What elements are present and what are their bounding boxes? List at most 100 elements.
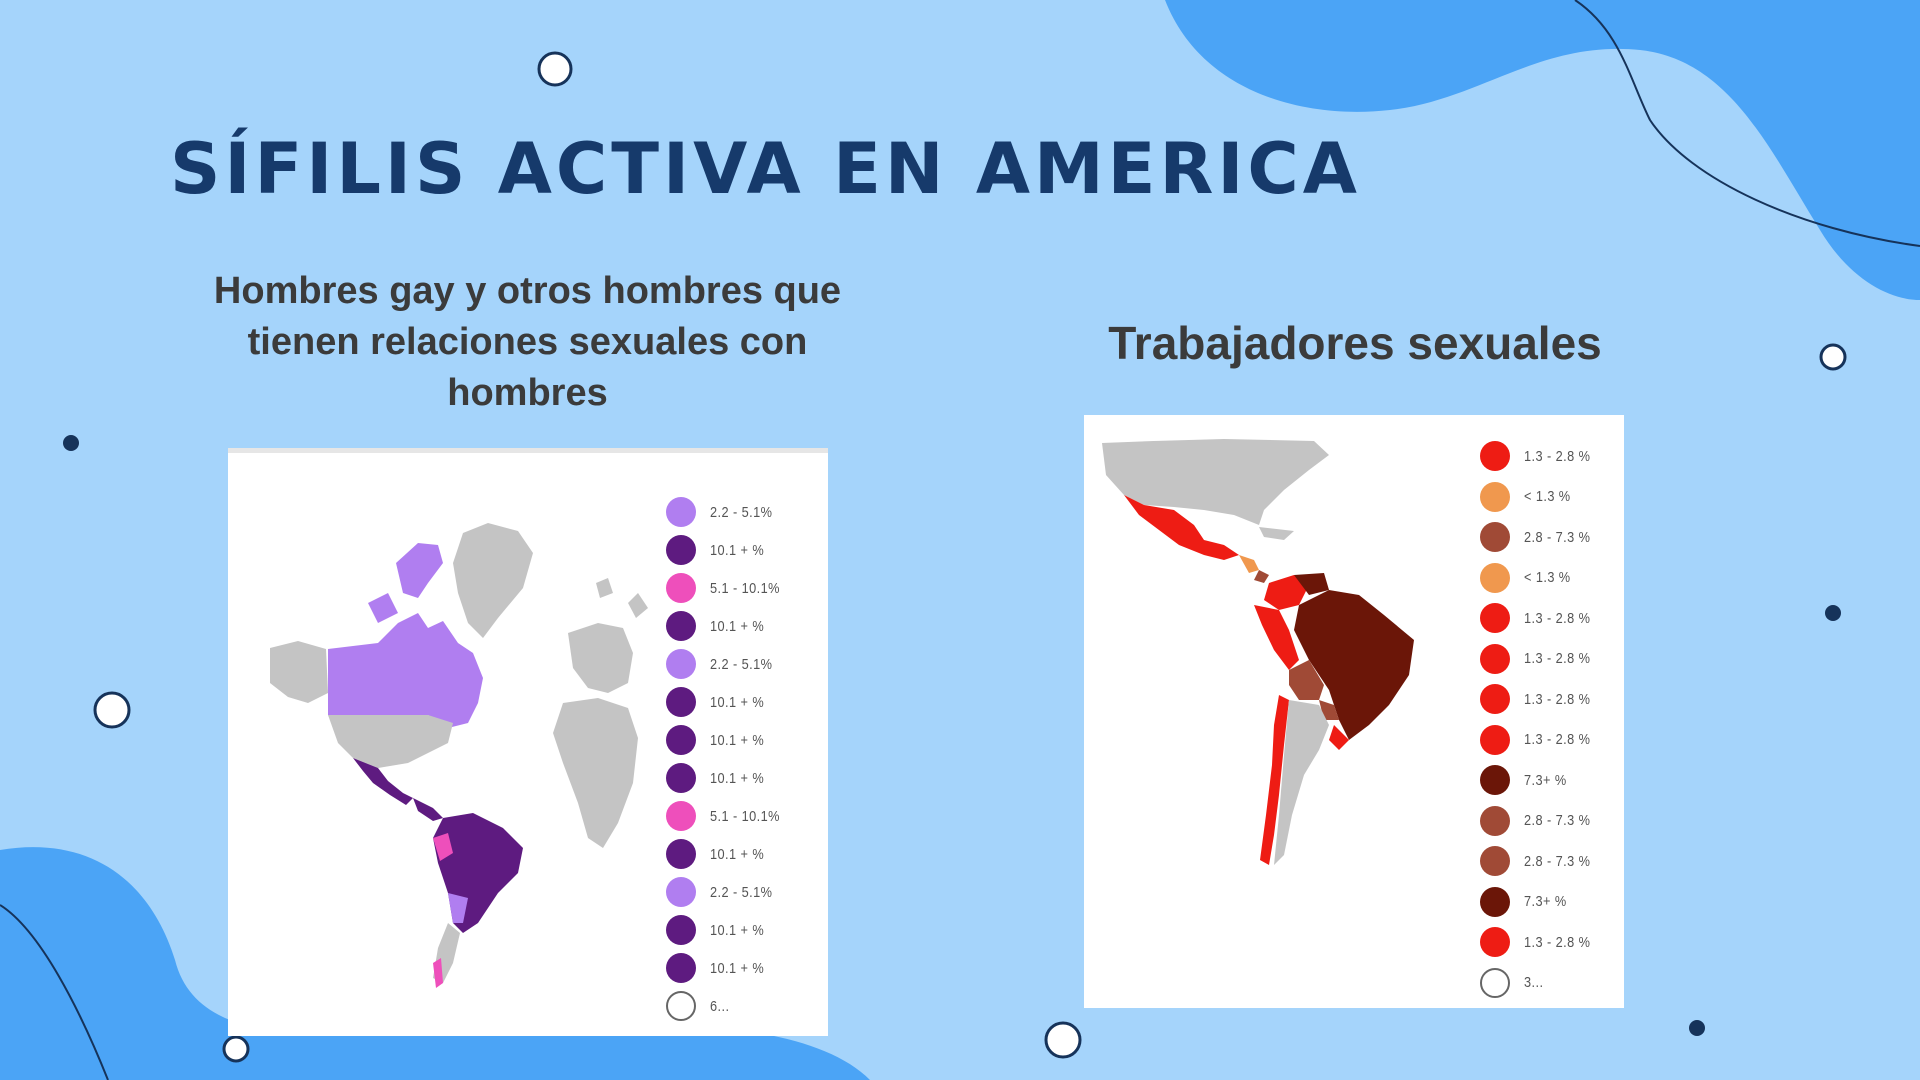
solid-dot bbox=[63, 435, 79, 451]
legend-label: 1.3 - 2.8 % bbox=[1524, 690, 1591, 708]
legend-item: < 1.3 % bbox=[1480, 477, 1602, 518]
legend-item: 7.3+ % bbox=[1480, 760, 1602, 801]
legend-label: 7.3+ % bbox=[1524, 893, 1567, 911]
legend-swatch bbox=[1480, 927, 1510, 958]
legend-swatch bbox=[666, 649, 696, 679]
ring-dot bbox=[537, 51, 573, 87]
right-map-panel: 1.3 - 2.8 % < 1.3 % 2.8 - 7.3 % < 1.3 % 1.3 … bbox=[1084, 415, 1624, 1008]
legend-label: 7.3+ % bbox=[1524, 771, 1567, 789]
left-subtitle: Hombres gay y otros hombres que tienen r… bbox=[213, 270, 842, 414]
legend-swatch bbox=[666, 573, 696, 603]
legend-swatch bbox=[666, 915, 696, 945]
legend-item: 1.3 - 2.8 % bbox=[1480, 922, 1602, 963]
legend-label: 2.8 - 7.3 % bbox=[1524, 852, 1591, 870]
legend-label: 10.1 + % bbox=[710, 769, 765, 787]
ring-dot bbox=[93, 691, 131, 729]
legend-item: 10.1 + % bbox=[666, 949, 792, 987]
legend-swatch bbox=[1480, 805, 1510, 836]
right-subtitle: Trabajadores sexuales bbox=[1108, 317, 1602, 369]
solid-dot bbox=[1825, 605, 1841, 621]
legend-label: 10.1 + % bbox=[710, 959, 765, 977]
legend-label: 1.3 - 2.8 % bbox=[1524, 731, 1591, 749]
legend-label: 6... bbox=[710, 997, 730, 1015]
legend-label: 2.2 - 5.1% bbox=[710, 655, 773, 673]
right-legend: 1.3 - 2.8 % < 1.3 % 2.8 - 7.3 % < 1.3 % 1.3 … bbox=[1480, 436, 1602, 1003]
legend-swatch bbox=[1480, 724, 1510, 755]
legend-item: 10.1 + % bbox=[666, 835, 792, 873]
legend-item: 7.3+ % bbox=[1480, 882, 1602, 923]
legend-label: 5.1 - 10.1% bbox=[710, 579, 780, 597]
legend-label: 10.1 + % bbox=[710, 693, 765, 711]
left-legend: 2.2 - 5.1% 10.1 + % 5.1 - 10.1% 10.1 + % 2.2… bbox=[666, 493, 792, 1025]
legend-item: 10.1 + % bbox=[666, 721, 792, 759]
legend-swatch bbox=[1480, 481, 1510, 512]
legend-item: 1.3 - 2.8 % bbox=[1480, 639, 1602, 680]
ring-dot bbox=[1819, 343, 1847, 371]
legend-swatch bbox=[666, 497, 696, 527]
legend-item: 10.1 + % bbox=[666, 683, 792, 721]
legend-label: 2.8 - 7.3 % bbox=[1524, 528, 1591, 546]
legend-label: 1.3 - 2.8 % bbox=[1524, 447, 1591, 465]
legend-item: 6... bbox=[666, 987, 792, 1025]
legend-item: 1.3 - 2.8 % bbox=[1480, 720, 1602, 761]
legend-item: 2.8 - 7.3 % bbox=[1480, 841, 1602, 882]
solid-dot bbox=[1689, 1020, 1705, 1036]
legend-swatch bbox=[666, 991, 696, 1021]
legend-swatch bbox=[666, 877, 696, 907]
legend-swatch bbox=[1480, 643, 1510, 674]
top-right-blob bbox=[1165, 0, 1920, 300]
legend-swatch bbox=[1480, 765, 1510, 796]
legend-item: 5.1 - 10.1% bbox=[666, 797, 792, 835]
legend-item: 5.1 - 10.1% bbox=[666, 569, 792, 607]
legend-label: 3... bbox=[1524, 974, 1544, 992]
legend-item: 1.3 - 2.8 % bbox=[1480, 598, 1602, 639]
top-right-curve bbox=[1574, 0, 1920, 247]
legend-swatch bbox=[666, 535, 696, 565]
legend-item: 10.1 + % bbox=[666, 759, 792, 797]
legend-label: < 1.3 % bbox=[1524, 569, 1571, 587]
legend-label: 2.2 - 5.1% bbox=[710, 503, 773, 521]
legend-label: 10.1 + % bbox=[710, 921, 765, 939]
legend-swatch bbox=[1480, 684, 1510, 715]
legend-swatch bbox=[666, 763, 696, 793]
world-map-image bbox=[270, 523, 648, 988]
legend-label: 1.3 - 2.8 % bbox=[1524, 609, 1591, 627]
legend-swatch bbox=[666, 953, 696, 983]
ring-dot bbox=[222, 1035, 250, 1063]
americas-map-image bbox=[1102, 439, 1414, 865]
legend-label: 5.1 - 10.1% bbox=[710, 807, 780, 825]
legend-item: 2.8 - 7.3 % bbox=[1480, 517, 1602, 558]
legend-swatch bbox=[666, 725, 696, 755]
legend-item: 2.2 - 5.1% bbox=[666, 873, 792, 911]
legend-label: 2.2 - 5.1% bbox=[710, 883, 773, 901]
legend-swatch bbox=[1480, 441, 1510, 472]
legend-swatch bbox=[666, 687, 696, 717]
page-title: SÍFILIS ACTIVA EN AMERICA bbox=[170, 128, 1361, 210]
legend-swatch bbox=[666, 611, 696, 641]
legend-item: 2.2 - 5.1% bbox=[666, 493, 792, 531]
legend-swatch bbox=[1480, 846, 1510, 877]
legend-item: 2.2 - 5.1% bbox=[666, 645, 792, 683]
bottom-left-blob bbox=[0, 847, 870, 1080]
legend-item: 1.3 - 2.8 % bbox=[1480, 436, 1602, 477]
legend-swatch bbox=[1480, 886, 1510, 917]
legend-item: 10.1 + % bbox=[666, 531, 792, 569]
legend-item: 10.1 + % bbox=[666, 607, 792, 645]
legend-label: 2.8 - 7.3 % bbox=[1524, 812, 1591, 830]
legend-swatch bbox=[1480, 603, 1510, 634]
legend-swatch bbox=[666, 839, 696, 869]
legend-label: 10.1 + % bbox=[710, 541, 765, 559]
legend-label: 10.1 + % bbox=[710, 617, 765, 635]
legend-label: 1.3 - 2.8 % bbox=[1524, 933, 1591, 951]
legend-item: < 1.3 % bbox=[1480, 558, 1602, 599]
legend-label: 1.3 - 2.8 % bbox=[1524, 650, 1591, 668]
legend-item: 2.8 - 7.3 % bbox=[1480, 801, 1602, 842]
legend-label: 10.1 + % bbox=[710, 731, 765, 749]
legend-item: 10.1 + % bbox=[666, 911, 792, 949]
legend-label: < 1.3 % bbox=[1524, 488, 1571, 506]
legend-label: 10.1 + % bbox=[710, 845, 765, 863]
ring-dot bbox=[1044, 1021, 1082, 1059]
legend-swatch bbox=[1480, 522, 1510, 553]
bottom-left-curve bbox=[0, 904, 109, 1080]
